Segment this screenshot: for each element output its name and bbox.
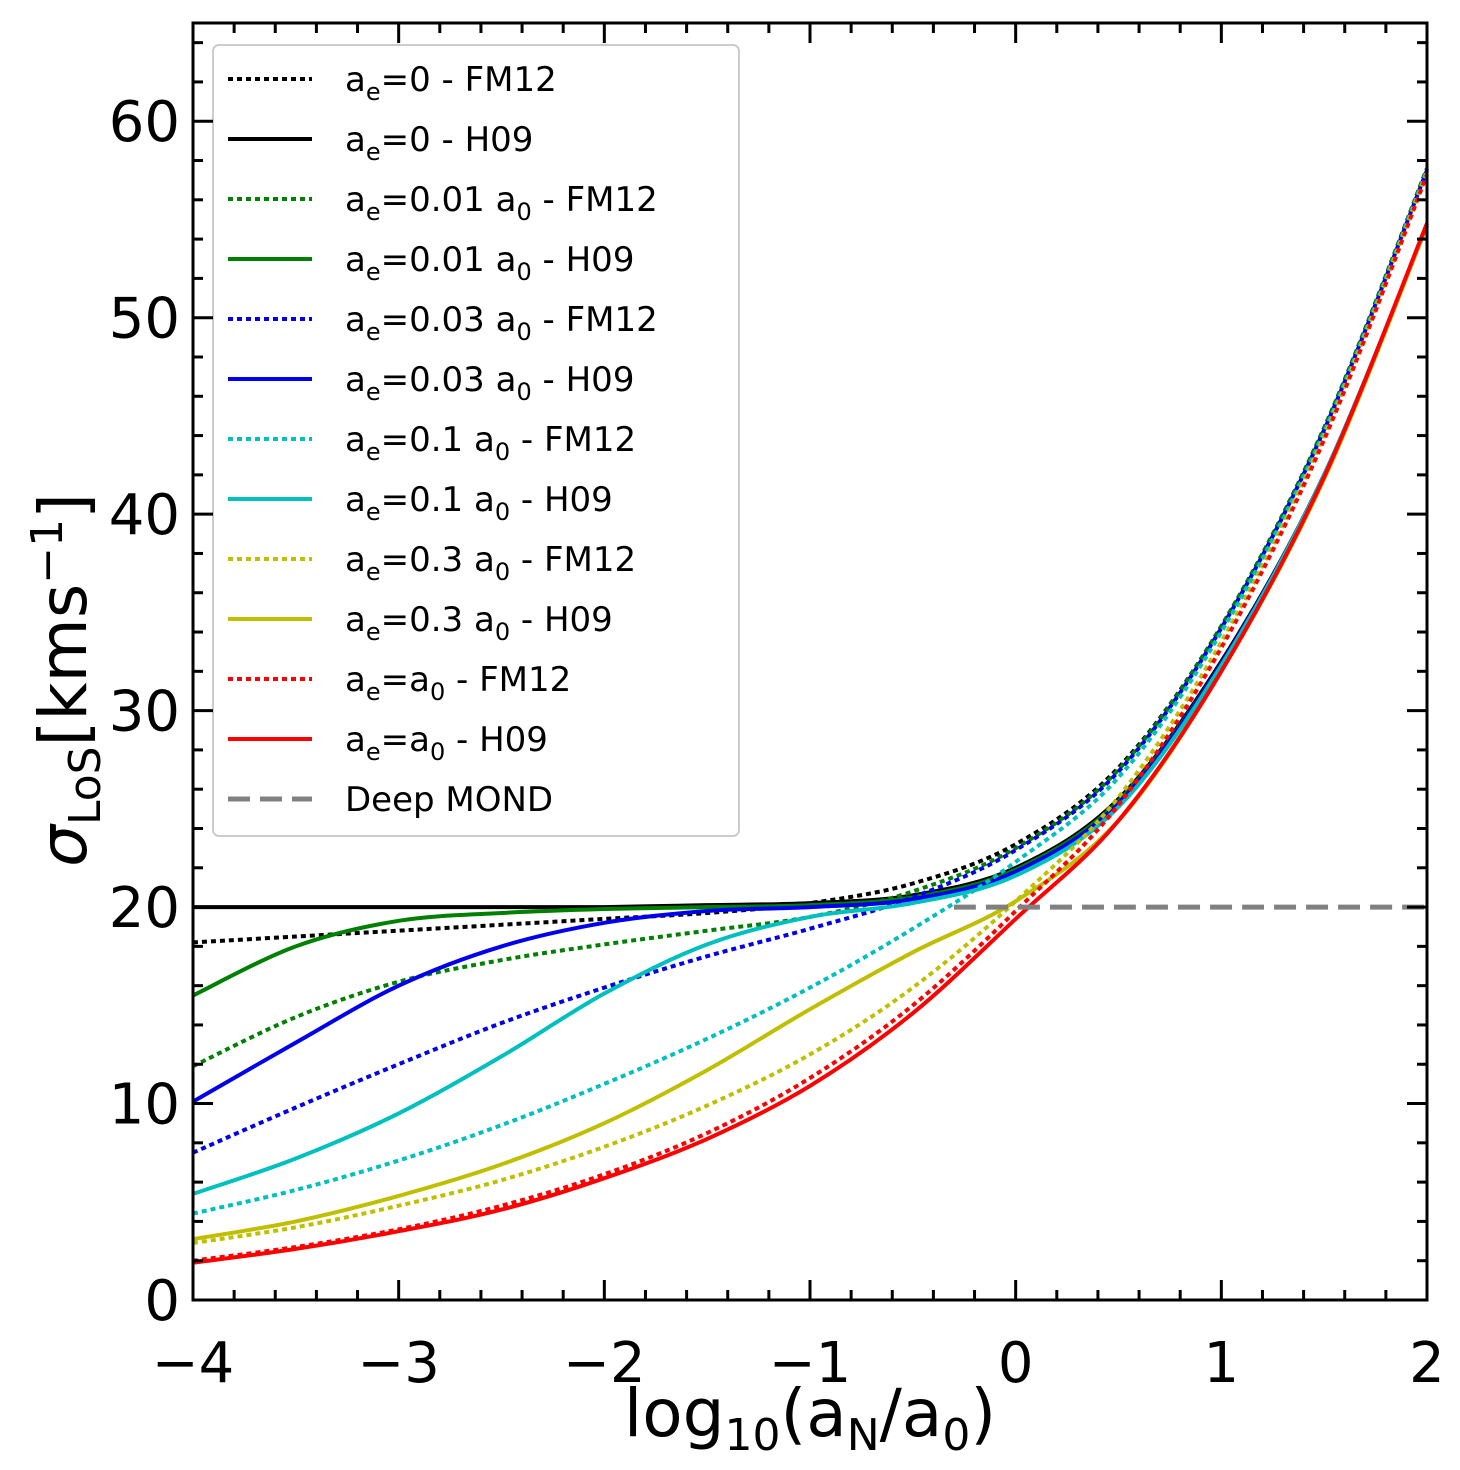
series-line-ae-0-1-a0-fm12	[192, 169, 1429, 1216]
legend-label-ae-0-01-a0-h09: ae=0.01 a0 - H09	[345, 240, 634, 286]
legend: ae=0 - FM12 ae=0 - H09 ae=0.01 a0 - FM12 ae…	[212, 44, 740, 837]
series-line-ae-a0-fm12	[192, 173, 1429, 1263]
x-tick-label: −3	[357, 1331, 440, 1396]
legend-label-ae-0-01-a0-fm12: ae=0.01 a0 - FM12	[345, 180, 658, 226]
series-line-ae-0-3-a0-fm12	[192, 171, 1429, 1245]
y-tick-label: 50	[109, 287, 180, 352]
x-tick-label: 1	[1204, 1331, 1240, 1396]
x-tick-label: 0	[998, 1331, 1034, 1396]
y-axis-title: σLoS[kms−1]	[22, 493, 111, 867]
y-tick-label: 60	[109, 90, 180, 155]
legend-label-ae-0-1-a0-h09: ae=0.1 a0 - H09	[345, 480, 613, 526]
legend-label-ae-0-03-a0-fm12: ae=0.03 a0 - FM12	[345, 300, 658, 346]
legend-label-ae-0-h09: ae=0 - H09	[345, 120, 533, 166]
x-tick-label: −2	[563, 1331, 646, 1396]
legend-label-ae-0-3-a0-h09: ae=0.3 a0 - H09	[345, 600, 613, 646]
legend-label-deep-mond: Deep MOND	[345, 780, 553, 820]
y-tick-label: 40	[109, 483, 180, 548]
y-tick-label: 0	[144, 1269, 180, 1334]
legend-label-ae-a0-fm12: ae=a0 - FM12	[345, 660, 571, 706]
series-layer	[192, 167, 1429, 1265]
y-tick-label: 10	[109, 1073, 180, 1138]
x-tick-label: −1	[769, 1331, 852, 1396]
legend-box	[212, 44, 740, 837]
legend-label-ae-0-03-a0-h09: ae=0.03 a0 - H09	[345, 360, 634, 406]
x-tick-label: 2	[1409, 1331, 1445, 1396]
x-axis-title: log10(aN/a0)	[624, 1375, 996, 1461]
plot-frame	[191, 21, 1429, 1302]
y-tick-label: 20	[109, 876, 180, 941]
series-line-ae-a0-h09	[192, 222, 1429, 1265]
x-tick-label: −4	[152, 1331, 235, 1396]
y-tick-label: 30	[109, 680, 180, 745]
legend-label-ae-0-3-a0-fm12: ae=0.3 a0 - FM12	[345, 540, 636, 586]
legend-label-ae-a0-h09: ae=a0 - H09	[345, 720, 548, 766]
legend-label-ae-0-1-a0-fm12: ae=0.1 a0 - FM12	[345, 420, 636, 466]
legend-label-ae-0-fm12: ae=0 - FM12	[345, 60, 557, 106]
series-line-ae-0-fm12	[192, 167, 1429, 945]
